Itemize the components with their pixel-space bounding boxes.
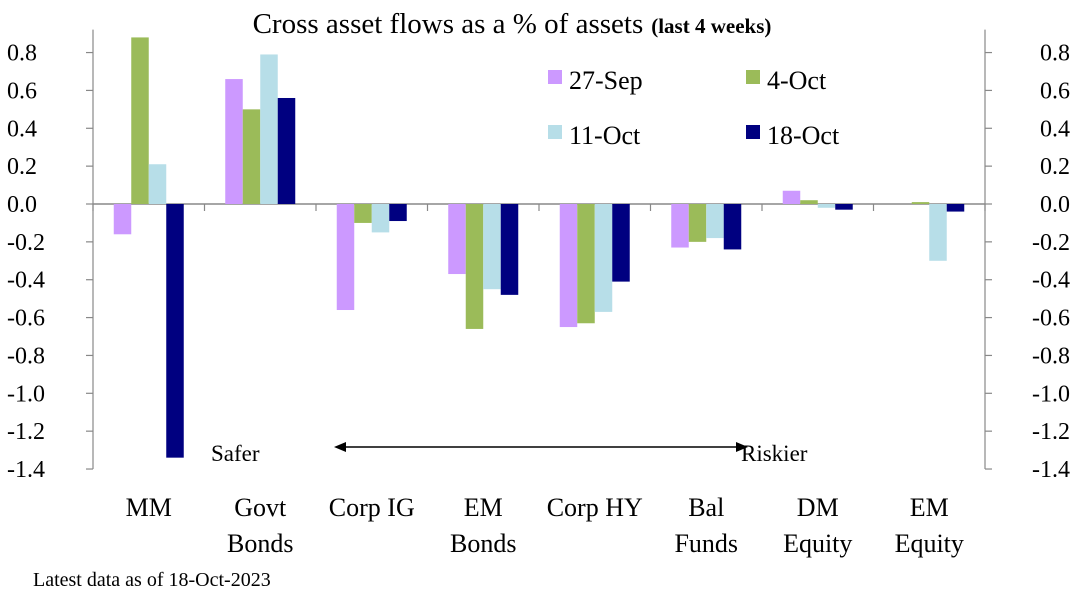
chart-title: Cross asset flows as a % of assets (last … bbox=[253, 8, 772, 40]
right-tick-label: 0.0 bbox=[1040, 192, 1070, 218]
left-tick-label: 0.8 bbox=[7, 41, 37, 67]
category-label: Corp IG bbox=[329, 493, 415, 522]
left-tick-label: -0.8 bbox=[7, 343, 45, 369]
bar-18-Oct-5 bbox=[723, 204, 742, 250]
annotation-riskier: Riskier bbox=[741, 441, 808, 466]
left-tick-label: -0.6 bbox=[7, 306, 45, 332]
right-tick-label: 0.4 bbox=[1040, 116, 1070, 142]
bar-4-Oct-3 bbox=[465, 204, 484, 329]
right-tick-label: -0.6 bbox=[1032, 306, 1070, 332]
left-tick-label: -1.0 bbox=[7, 381, 45, 407]
bar-4-Oct-2 bbox=[354, 204, 372, 223]
bar-27-Sep-6 bbox=[782, 190, 801, 204]
bar-11-Oct-0 bbox=[148, 164, 167, 204]
arrow-left-head bbox=[334, 442, 346, 452]
category-label: Bal bbox=[688, 493, 724, 522]
right-y-axis: 0.8 0.6 0.4 0.2 0.0 -0.2 -0.4 -0.6 -0.8 -1.0 -1.2 -… bbox=[984, 29, 1070, 483]
bar-4-Oct-6 bbox=[800, 200, 818, 204]
bar-18-Oct-6 bbox=[835, 204, 853, 210]
risk-annotation: Safer Riskier bbox=[211, 441, 808, 466]
bar-4-Oct-0 bbox=[131, 37, 149, 204]
right-tick-label: 0.8 bbox=[1040, 41, 1070, 67]
bar-4-Oct-7 bbox=[911, 202, 930, 204]
bar-27-Sep-3 bbox=[448, 204, 466, 275]
legend-swatch bbox=[548, 70, 562, 84]
category-label: DM bbox=[797, 493, 839, 522]
legend-swatch bbox=[746, 125, 760, 139]
category-label: Funds bbox=[674, 529, 738, 558]
bar-18-Oct-3 bbox=[500, 204, 519, 295]
category-label: Bonds bbox=[450, 529, 516, 558]
right-tick-label: -0.8 bbox=[1032, 343, 1070, 369]
legend-swatch bbox=[746, 70, 760, 84]
legend-label: 18-Oct bbox=[767, 121, 840, 150]
category-label: Equity bbox=[895, 529, 964, 558]
left-tick-label: -0.2 bbox=[7, 230, 45, 256]
right-tick-label: 0.2 bbox=[1040, 154, 1070, 180]
right-tick-label: -1.2 bbox=[1032, 419, 1070, 445]
category-label: MM bbox=[126, 493, 172, 522]
category-label: Equity bbox=[783, 529, 852, 558]
category-label: EM bbox=[464, 493, 503, 522]
legend-swatch bbox=[548, 125, 562, 139]
left-tick-label: 0.6 bbox=[7, 78, 37, 104]
bar-18-Oct-0 bbox=[166, 204, 184, 458]
annotation-safer: Safer bbox=[211, 441, 260, 466]
bar-18-Oct-4 bbox=[612, 204, 630, 282]
bar-27-Sep-1 bbox=[225, 79, 243, 204]
legend-label: 11-Oct bbox=[569, 121, 641, 150]
left-tick-label: 0.0 bbox=[7, 192, 37, 218]
arrow-right-head bbox=[736, 442, 748, 452]
bar-18-Oct-7 bbox=[946, 204, 965, 212]
right-tick-label: -1.0 bbox=[1032, 381, 1070, 407]
legend: 27-Sep 4-Oct 11-Oct 18-Oct bbox=[548, 66, 840, 150]
bar-4-Oct-4 bbox=[577, 204, 595, 324]
bars-group bbox=[113, 37, 965, 458]
left-tick-label: -1.4 bbox=[7, 457, 45, 483]
category-label: Govt bbox=[234, 493, 287, 522]
right-tick-label: 0.6 bbox=[1040, 78, 1070, 104]
x-axis-categories: MM Govt Bonds Corp IG EM Bonds Corp HY Bal Funds… bbox=[126, 493, 964, 558]
left-tick-label: -1.2 bbox=[7, 419, 45, 445]
bar-11-Oct-3 bbox=[483, 204, 501, 290]
left-tick-label: -0.4 bbox=[7, 268, 45, 294]
legend-label: 27-Sep bbox=[569, 66, 643, 95]
bar-27-Sep-2 bbox=[336, 204, 355, 311]
right-tick-label: -0.4 bbox=[1032, 268, 1070, 294]
bar-11-Oct-7 bbox=[929, 204, 947, 261]
bar-11-Oct-1 bbox=[260, 54, 278, 204]
legend-label: 4-Oct bbox=[767, 66, 827, 95]
category-label: Bonds bbox=[227, 529, 293, 558]
category-label: EM bbox=[910, 493, 949, 522]
bar-4-Oct-1 bbox=[242, 109, 261, 204]
bar-18-Oct-1 bbox=[277, 97, 296, 204]
left-y-axis: 0.8 0.6 0.4 0.2 0.0 -0.2 -0.4 -0.6 -0.8 -1.0 -1.2 -… bbox=[7, 29, 94, 483]
bar-27-Sep-5 bbox=[671, 204, 689, 248]
left-tick-label: 0.2 bbox=[7, 154, 37, 180]
bar-11-Oct-5 bbox=[706, 204, 724, 239]
bar-11-Oct-2 bbox=[371, 204, 390, 233]
footnote: Latest data as of 18-Oct-2023 bbox=[33, 569, 271, 591]
left-tick-label: 0.4 bbox=[7, 116, 37, 142]
right-tick-label: -0.2 bbox=[1032, 230, 1070, 256]
right-tick-label: -1.4 bbox=[1032, 457, 1070, 483]
bar-11-Oct-6 bbox=[817, 204, 836, 208]
bar-27-Sep-4 bbox=[559, 204, 578, 328]
bar-18-Oct-2 bbox=[389, 204, 407, 222]
bar-4-Oct-5 bbox=[688, 204, 707, 242]
bar-27-Sep-0 bbox=[113, 204, 132, 235]
bar-11-Oct-4 bbox=[594, 204, 613, 312]
category-label: Corp HY bbox=[547, 493, 643, 522]
